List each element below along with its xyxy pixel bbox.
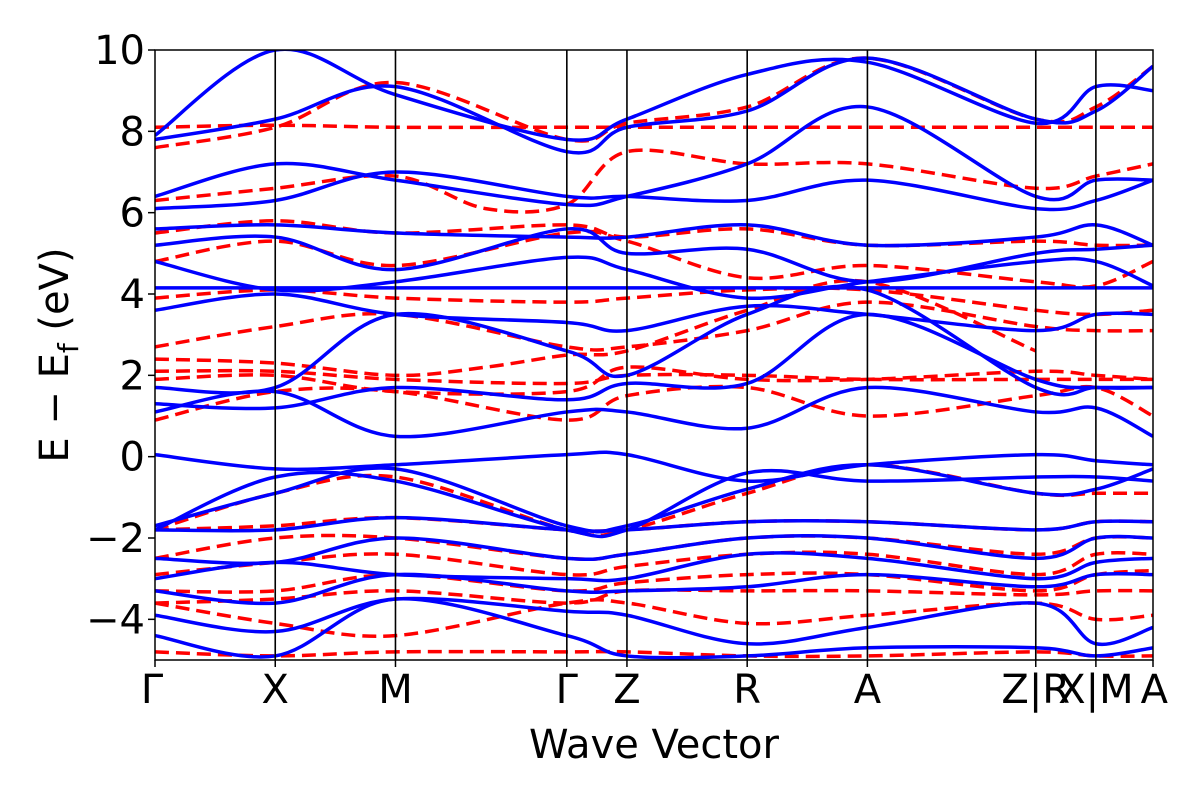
dashed-band-1	[155, 56, 1153, 150]
solid-band-37	[155, 571, 1153, 606]
solid-band-36	[155, 551, 1153, 583]
kpoint-label: R	[733, 667, 761, 713]
solid-band-20	[155, 50, 1153, 142]
solid-band-30	[155, 385, 1153, 439]
kpoint-label: A	[854, 667, 882, 713]
y-tick-layer: 10 8 6 4 2 0 −2 −4	[86, 28, 155, 643]
solid-band-27	[155, 292, 1153, 333]
y-tick-label: −4	[86, 597, 145, 643]
y-tick-label: 4	[120, 272, 145, 318]
y-tick-label: 8	[120, 109, 145, 155]
dashed-band-18	[155, 649, 1153, 659]
y-tick-label: −2	[86, 516, 145, 562]
dashed-band-0	[155, 123, 1153, 130]
y-tick-label: 2	[120, 353, 145, 399]
kpoint-label: A	[1141, 667, 1169, 713]
solid-band-24	[155, 227, 1153, 284]
solid-band-39	[155, 597, 1153, 660]
kpoint-label: X|M	[1058, 667, 1133, 713]
y-tick-label: 6	[120, 191, 145, 237]
y-axis-label: E − Ef (eV)	[32, 247, 85, 462]
solid-band-21	[155, 104, 1153, 208]
kpoint-label: Γ	[141, 667, 164, 713]
y-tick-label: 10	[94, 28, 145, 74]
solid-band-35	[155, 533, 1153, 566]
series-layer	[155, 50, 1153, 660]
kpoint-label: M	[378, 667, 413, 713]
kpoint-label: X	[262, 667, 289, 713]
kpoint-label: Z	[613, 667, 640, 713]
x-axis-label: Wave Vector	[529, 722, 780, 768]
kpoint-divider-layer	[274, 50, 1097, 660]
kpoint-label: Z|R	[1001, 667, 1070, 713]
dashed-band-10	[155, 384, 1153, 422]
plot-frame	[154, 49, 1154, 661]
solid-band-23	[155, 223, 1153, 248]
solid-band-19	[155, 56, 1153, 155]
solid-band-22	[155, 170, 1153, 212]
x-tick-layer: Γ X M Γ Z R A Z|RX|M A	[141, 660, 1169, 713]
solid-band-34	[155, 515, 1153, 533]
solid-band-38	[155, 596, 1153, 647]
y-tick-label: 0	[120, 435, 145, 481]
dashed-band-15	[155, 568, 1153, 594]
dashed-band-14	[155, 550, 1153, 577]
kpoint-label: Γ	[556, 667, 579, 713]
